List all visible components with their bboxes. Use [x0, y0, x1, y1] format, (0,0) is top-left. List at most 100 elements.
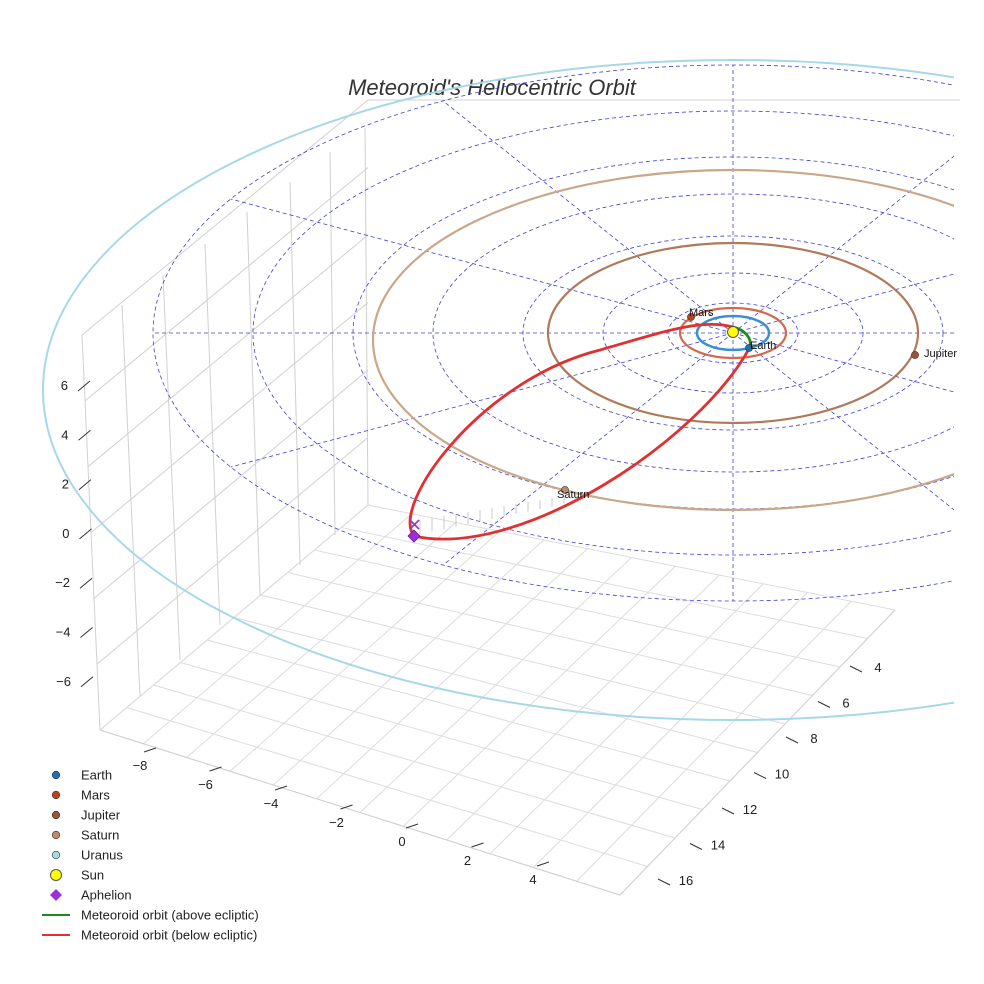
- orbit-jupiter: [546, 241, 920, 425]
- legend-swatch-circle: [51, 830, 61, 840]
- grid-line: [329, 151, 336, 536]
- grid-line: [96, 437, 369, 665]
- x-tick-mark: [209, 766, 222, 772]
- legend-label: Mars: [81, 788, 110, 803]
- legend-label: Meteoroid orbit (above ecliptic): [81, 908, 259, 923]
- y-axis-ticks: 4 6 8 10 12 14 16: [657, 660, 882, 888]
- floor-grid-line: [532, 592, 808, 868]
- ecliptic-spoke: [732, 155, 954, 334]
- legend-label: Earth: [81, 768, 112, 783]
- ecliptic-spoke: [230, 198, 734, 334]
- legend: Earth Mars Jupiter Saturn Uranus Sun Aphelion M…: [42, 768, 259, 943]
- y-tick-label: 14: [711, 838, 725, 853]
- orbit-uranus: [42, 59, 954, 721]
- x-tick-label: −6: [198, 777, 213, 792]
- y-tick-mark: [785, 736, 799, 744]
- x-axis-ticks: −8 −6 −4 −2 0 2 4: [133, 747, 550, 887]
- z-tick-mark: [79, 528, 92, 540]
- floor-grid-line: [489, 583, 764, 855]
- y-tick-label: 6: [842, 696, 849, 711]
- legend-swatch-circle: [51, 850, 61, 860]
- orbit-mars: [678, 306, 788, 360]
- y-tick-label: 8: [810, 731, 817, 746]
- planet-jupiter: [911, 351, 919, 359]
- orbit-earth: [695, 314, 771, 352]
- legend-item: Mars: [51, 788, 110, 803]
- x-tick-label: −2: [329, 815, 344, 830]
- y-tick-mark: [721, 807, 735, 815]
- y-tick-label: 10: [775, 767, 789, 782]
- legend-swatch-circle: [51, 770, 61, 780]
- aphelion-marker: [407, 529, 421, 543]
- legend-label: Jupiter: [81, 808, 121, 823]
- grid-line: [121, 304, 141, 698]
- grid-line: [246, 211, 261, 596]
- legend-label: Uranus: [81, 848, 123, 863]
- grid-line: [87, 234, 369, 468]
- legend-label: Meteoroid orbit (below ecliptic): [81, 928, 257, 943]
- floor-grid-line: [359, 557, 632, 813]
- z-tick-mark: [79, 577, 93, 589]
- planet-markers: Mars Earth Jupiter Saturn: [557, 307, 957, 501]
- floor-grid-line: [402, 565, 676, 827]
- x-tick-mark: [405, 823, 419, 829]
- planet-label-saturn: Saturn: [557, 489, 589, 501]
- legend-item: Sun: [50, 868, 104, 883]
- legend-label: Saturn: [81, 828, 119, 843]
- floor-grid-line: [316, 548, 588, 800]
- planet-saturn: [561, 486, 569, 494]
- z-tick-mark: [78, 479, 92, 490]
- grid-line: [162, 274, 181, 661]
- z-tick-label: −6: [56, 674, 71, 689]
- z-tick-label: −2: [55, 575, 70, 590]
- x-tick-label: 4: [529, 872, 536, 887]
- z-tick-label: 0: [62, 526, 69, 541]
- floor-grid-line: [186, 522, 457, 758]
- sun-marker: [727, 326, 739, 338]
- z-tick-label: 4: [61, 427, 68, 442]
- planet-earth: [745, 344, 753, 352]
- orbit-below-ecliptic: [408, 322, 752, 541]
- legend-item: Jupiter: [51, 808, 121, 823]
- z-tick-mark: [80, 676, 94, 688]
- x-tick-mark: [340, 804, 353, 810]
- grid-line: [81, 99, 369, 336]
- ecliptic-ring: [252, 110, 954, 556]
- legend-item: Aphelion: [50, 888, 132, 903]
- y-tick-label: 16: [679, 873, 693, 888]
- y-tick-mark: [849, 665, 863, 673]
- floor-grid-line: [272, 539, 545, 786]
- legend-item: Meteoroid orbit (below ecliptic): [42, 928, 257, 943]
- legend-item: Uranus: [51, 848, 123, 863]
- legend-swatch-circle: [51, 810, 61, 820]
- y-tick-mark: [817, 701, 831, 708]
- x-tick-mark: [274, 785, 288, 791]
- y-tick-label: 4: [874, 660, 881, 675]
- grid-line: [204, 243, 221, 626]
- z-tick-label: 6: [61, 378, 68, 393]
- floor-grid-line: [143, 513, 413, 745]
- x-tick-label: 0: [398, 834, 405, 849]
- x-tick-mark: [536, 861, 550, 867]
- ecliptic-spoke: [732, 332, 954, 511]
- x-tick-mark: [143, 747, 157, 753]
- grid-line: [364, 127, 369, 506]
- ecliptic-spoke: [732, 273, 954, 334]
- orbit-saturn: [372, 168, 954, 512]
- floor-grid-line: [446, 574, 720, 841]
- planet-mars: [687, 313, 695, 321]
- y-tick-mark: [753, 772, 767, 779]
- legend-item: Saturn: [51, 828, 119, 843]
- grid-line: [90, 302, 369, 533]
- grid-line: [289, 181, 301, 566]
- axis-box-grid: [81, 99, 960, 896]
- legend-swatch-circle: [50, 869, 62, 881]
- floor-grid-line: [576, 600, 852, 882]
- grid-line: [93, 369, 369, 599]
- planet-label-earth: Earth: [750, 340, 776, 352]
- z-axis-ticks: 6 4 2 0 −2 −4 −6: [55, 378, 94, 689]
- grid-line: [84, 167, 369, 402]
- chart-title: Meteoroid's Heliocentric Orbit: [348, 75, 637, 100]
- floor-grid-line: [229, 530, 501, 772]
